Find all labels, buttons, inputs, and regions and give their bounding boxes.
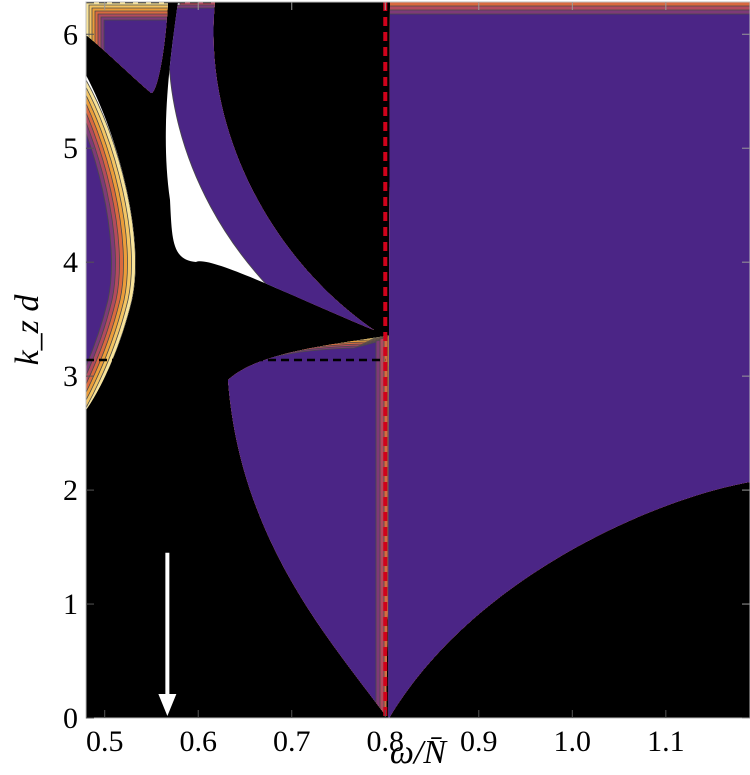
x-tick-label: 0.6	[179, 725, 217, 758]
axis-ticks	[86, 2, 750, 719]
y-tick-label: 4	[63, 246, 78, 279]
contour-regions	[86, 2, 750, 718]
y-tick-label: 5	[63, 132, 78, 165]
arrow-head	[158, 694, 177, 716]
y-tick-label: 3	[63, 360, 78, 393]
y-axis-label: k_z d	[9, 294, 46, 366]
left-side-bands	[86, 79, 136, 410]
y-tick-label: 2	[63, 474, 78, 507]
y-tick-label: 0	[63, 702, 78, 735]
plot-frame	[85, 1, 750, 719]
x-axis-label: ω/N̄	[390, 734, 448, 771]
x-tick-labels: 0.5 0.6 0.7 0.8 0.9 1.0 1.1	[86, 725, 685, 758]
y-tick-label: 1	[63, 588, 78, 621]
x-tick-label: 0.5	[86, 725, 124, 758]
y-tick-label: 6	[63, 18, 78, 51]
x-tick-label: 0.7	[273, 725, 311, 758]
annotation-arrow	[158, 552, 177, 716]
x-tick-label: 0.9	[460, 725, 498, 758]
x-tick-label: 1.0	[554, 725, 592, 758]
y-tick-labels: 0 1 2 3 4 5 6	[63, 18, 78, 735]
reference-lines	[86, 2, 388, 718]
x-tick-label: 0.8	[367, 725, 405, 758]
x-tick-label: 1.1	[647, 725, 685, 758]
no-solution-region	[165, 2, 374, 330]
contour-band	[86, 79, 112, 410]
right-lobe-bands	[388, 2, 750, 718]
